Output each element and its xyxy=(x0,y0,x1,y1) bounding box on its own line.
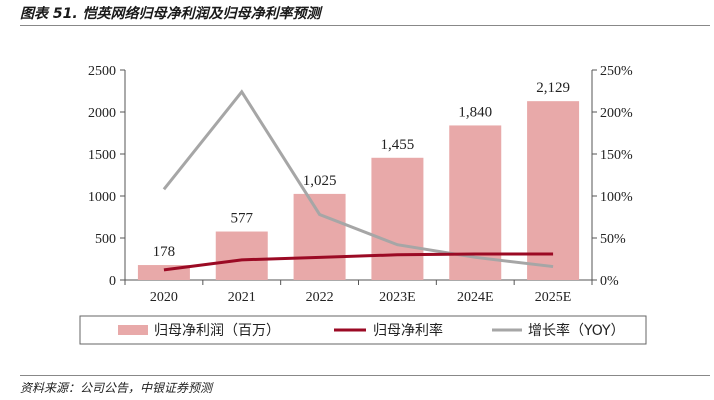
right-tick-label: 50% xyxy=(600,232,626,247)
right-tick-label: 100% xyxy=(600,190,633,205)
title-divider xyxy=(20,25,710,26)
left-tick-label: 1500 xyxy=(88,148,116,163)
left-tick-label: 0 xyxy=(109,274,116,289)
source-note: 资料来源：公司公告，中银证券预测 xyxy=(20,381,213,395)
bar xyxy=(215,231,268,280)
bar xyxy=(293,193,346,280)
bar-data-label: 1,025 xyxy=(303,173,337,189)
x-tick-label: 2025E xyxy=(535,290,572,305)
left-tick-label: 2500 xyxy=(88,64,116,79)
bar-data-label: 1,840 xyxy=(458,104,492,120)
bar-data-label: 2,129 xyxy=(536,80,570,96)
legend-label-net-margin: 归母净利率 xyxy=(373,322,443,339)
x-tick-label: 2021 xyxy=(228,290,256,305)
x-tick-label: 2020 xyxy=(150,290,178,305)
growth-rate-line xyxy=(162,89,554,269)
legend-label-growth: 增长率（YOY） xyxy=(528,322,625,339)
bar-data-label: 1,455 xyxy=(381,137,415,153)
bar xyxy=(527,101,580,280)
x-tick-label: 2022 xyxy=(306,290,334,305)
chart-title: 图表 51. 恺英网络归母净利润及归母净利率预测 xyxy=(20,6,321,22)
x-tick-label: 2024E xyxy=(457,290,494,305)
bar xyxy=(371,157,424,280)
legend-swatch-bar xyxy=(118,325,148,335)
legend-box xyxy=(79,315,647,345)
right-tick-label: 200% xyxy=(600,106,633,121)
left-tick-label: 2000 xyxy=(88,106,116,121)
net-margin-line xyxy=(163,252,554,272)
right-tick-label: 0% xyxy=(600,274,619,289)
right-tick-label: 250% xyxy=(600,64,633,79)
left-tick-label: 1000 xyxy=(88,190,116,205)
bar-data-label: 577 xyxy=(231,211,254,227)
legend-label-net-profit: 归母净利润（百万） xyxy=(154,322,280,339)
left-tick-label: 500 xyxy=(95,232,116,247)
bar-data-label: 178 xyxy=(153,244,176,260)
right-tick-label: 150% xyxy=(600,148,633,163)
source-divider xyxy=(20,375,710,376)
x-tick-label: 2023E xyxy=(379,290,416,305)
